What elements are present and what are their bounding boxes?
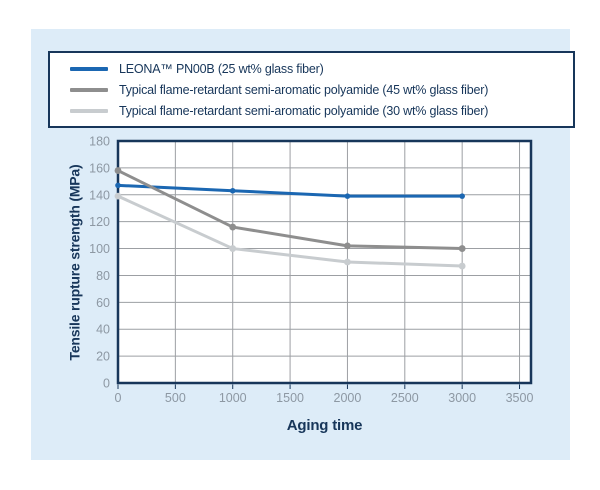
x-tick-label: 0 xyxy=(115,391,122,405)
legend-item: Typical flame-retardant semi-aromatic po… xyxy=(70,79,573,100)
y-tick-label: 20 xyxy=(96,350,110,364)
y-tick-label: 180 xyxy=(89,135,110,149)
data-point-series-2 xyxy=(114,192,122,200)
chart-plot: 0 500 1000 1500 2000 2500 3000 3500 0 20 40 60 80 100… xyxy=(89,135,534,406)
legend-label: Typical flame-retardant semi-aromatic po… xyxy=(119,82,489,97)
y-tick-label: 60 xyxy=(96,296,110,310)
x-tick-label: 1000 xyxy=(219,391,247,405)
data-point-series-0 xyxy=(115,182,121,189)
series-line-2 xyxy=(116,194,464,268)
y-tick-label: 100 xyxy=(89,242,110,256)
y-tick-label: 40 xyxy=(96,323,110,337)
data-point-series-2 xyxy=(229,245,237,252)
x-tick-label: 500 xyxy=(165,391,186,405)
legend-line-swatch xyxy=(70,87,108,92)
legend-label: Typical flame-retardant semi-aromatic po… xyxy=(119,103,489,118)
x-axis-title: Aging time xyxy=(286,417,363,434)
series-line-1 xyxy=(116,169,464,251)
data-point-series-2 xyxy=(458,262,466,270)
y-axis-title: Tensile rupture strength (MPa) xyxy=(66,164,83,361)
legend-line-swatch xyxy=(70,108,108,113)
x-tick-label: 3500 xyxy=(506,391,534,405)
x-tick-label: 3000 xyxy=(448,391,476,405)
x-tick-label: 2500 xyxy=(391,391,419,405)
data-point-series-1 xyxy=(458,245,466,252)
data-point-series-0 xyxy=(344,193,351,199)
data-point-series-2 xyxy=(344,258,351,266)
legend-item: LEONA™ PN00B (25 wt% glass fiber) xyxy=(70,58,573,79)
data-point-series-1 xyxy=(229,223,237,231)
figure-panel: LEONA™ PN00B (25 wt% glass fiber) Typica… xyxy=(31,29,575,460)
y-tick-label: 120 xyxy=(89,215,110,229)
legend-item: Typical flame-retardant semi-aromatic po… xyxy=(70,100,573,121)
data-point-series-0 xyxy=(459,193,465,199)
y-tick-label: 80 xyxy=(96,269,110,283)
x-tick-label: 1500 xyxy=(276,391,304,405)
plot-background xyxy=(118,141,531,383)
series-line-0 xyxy=(116,183,464,198)
legend-label: LEONA™ PN00B (25 wt% glass fiber) xyxy=(119,61,324,76)
data-point-series-0 xyxy=(229,187,236,194)
data-point-series-1 xyxy=(344,242,351,250)
y-tick-label: 140 xyxy=(89,188,110,202)
data-point-series-1 xyxy=(114,167,122,174)
legend: LEONA™ PN00B (25 wt% glass fiber) Typica… xyxy=(48,51,575,128)
legend-line-swatch xyxy=(70,66,108,71)
plot-border xyxy=(116,139,533,385)
y-tick-label: 160 xyxy=(89,161,110,175)
x-tick-label: 2000 xyxy=(334,391,362,405)
y-tick-label: 0 xyxy=(103,377,110,391)
